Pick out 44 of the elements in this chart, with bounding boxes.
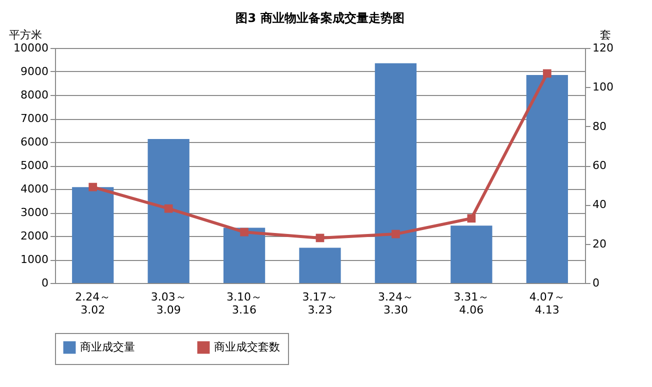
y-tick-label: 10000 [14, 42, 48, 54]
x-tick-label: 2.24～ 3.02 [75, 290, 111, 316]
bar [148, 138, 190, 283]
x-tick-label: 3.10～ 3.16 [226, 290, 262, 316]
y-axis-title: 平方米 [9, 28, 42, 42]
bar [526, 75, 568, 283]
y-tick-label: 6000 [20, 136, 48, 148]
bar [72, 187, 114, 283]
y-tick-label: 9000 [20, 65, 48, 78]
legend-label: 商业成交套数 [214, 340, 280, 354]
chart-title: 图3 商业物业备案成交量走势图 [236, 11, 404, 25]
y-tick-label: 4000 [20, 182, 48, 196]
point [392, 230, 400, 238]
y-tick-label: 8000 [20, 88, 48, 102]
y2-tick-label: 20 [592, 237, 606, 250]
x-tick-label: 3.24～ 3.30 [378, 290, 414, 316]
x-tick-label: 3.17～ 3.23 [302, 290, 338, 316]
legend-label: 商业成交量 [80, 340, 135, 354]
x-tick-label: 3.31～ 4.06 [454, 290, 490, 316]
y-tick-label: 5000 [20, 159, 48, 172]
bar [223, 228, 266, 283]
y-tick-label: 7000 [20, 112, 48, 125]
y2-tick-label: 80 [592, 120, 606, 133]
y-tick-label: 0 [42, 276, 48, 290]
point [88, 182, 98, 192]
y-tick-label: 1000 [20, 253, 48, 266]
y2-tick-label: 0 [592, 276, 600, 290]
y-tick-label: 3000 [20, 206, 48, 219]
y-tick-label: 2000 [20, 230, 48, 242]
y2-tick-label: 60 [592, 159, 606, 172]
point [164, 204, 173, 213]
y2-tick-label: 40 [592, 198, 606, 212]
x-tick-label: 4.07～ 4.13 [529, 290, 565, 316]
y2-axis-title: 套 [600, 28, 611, 42]
point [240, 228, 248, 236]
bar [450, 226, 492, 283]
y2-tick-label: 120 [592, 42, 614, 54]
bar [374, 63, 417, 283]
point [542, 69, 552, 78]
y2-tick-label: 100 [592, 80, 614, 94]
x-tick-label: 3.03～ 3.09 [150, 290, 186, 316]
point [467, 214, 476, 223]
bar [299, 248, 341, 283]
point [316, 234, 324, 242]
